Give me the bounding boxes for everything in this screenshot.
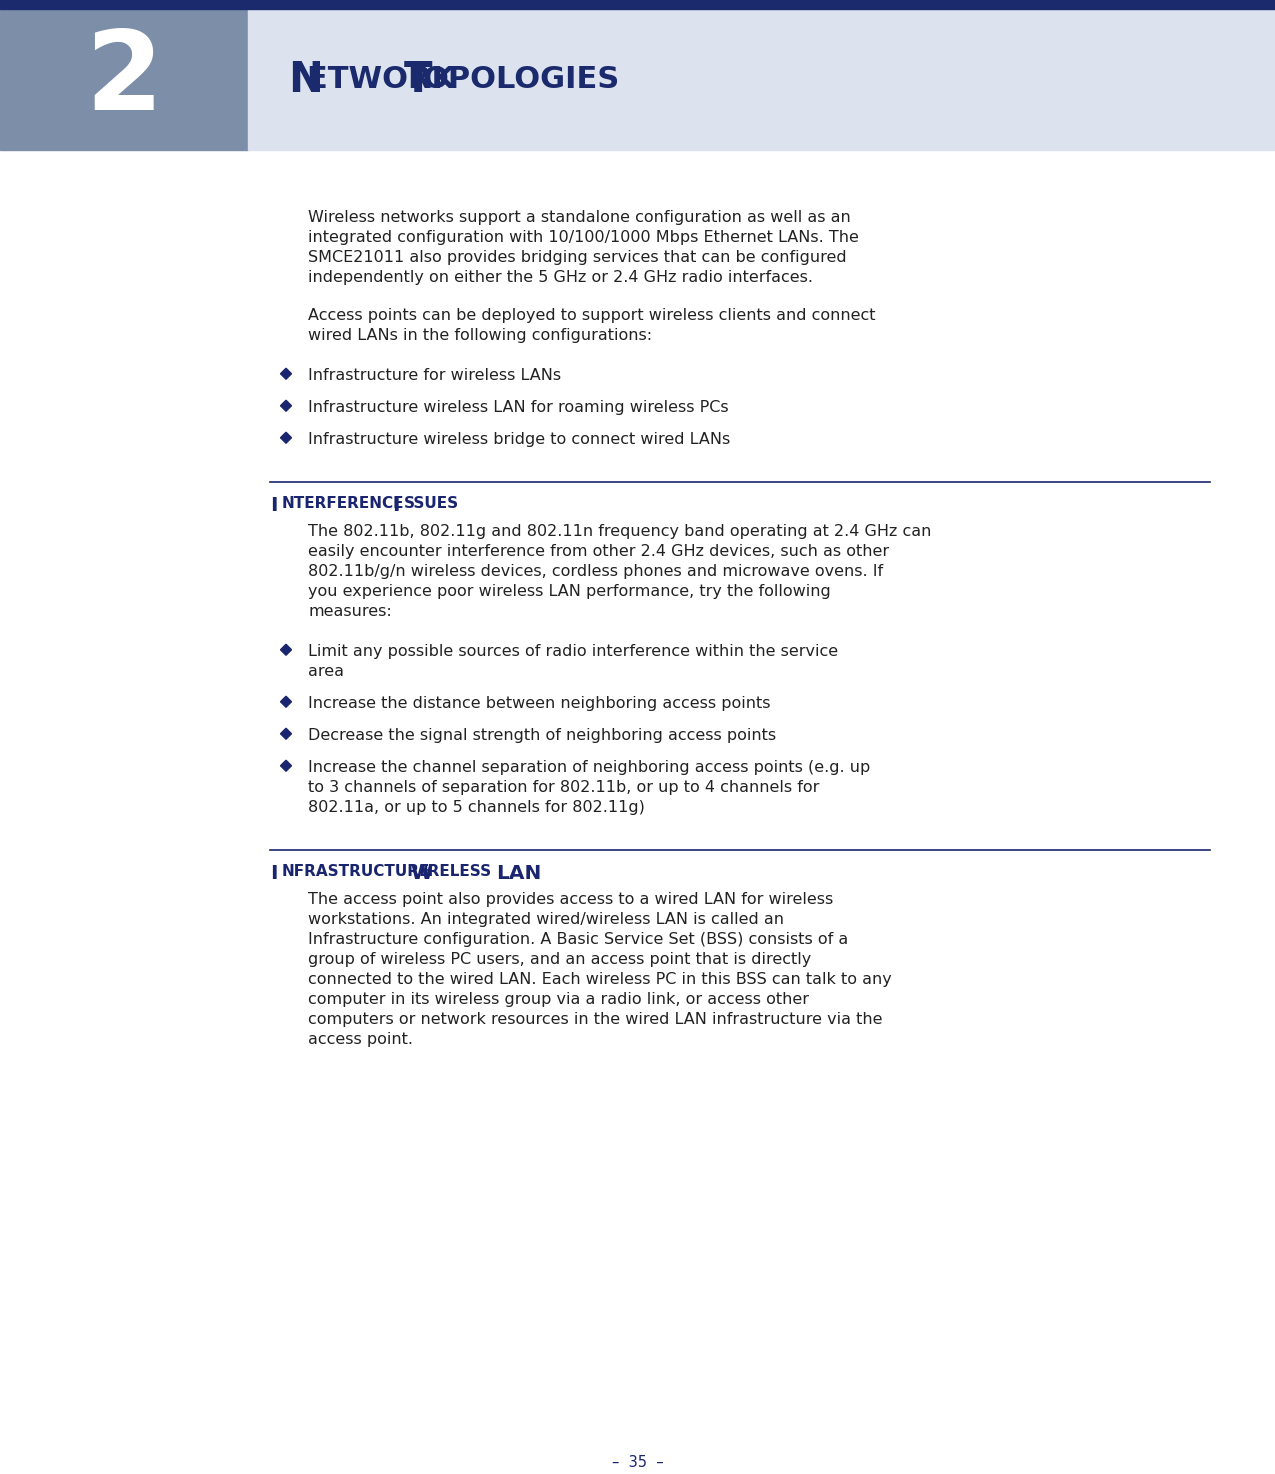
Bar — [249, 9, 1275, 150]
Text: to 3 channels of separation for 802.11b, or up to 4 channels for: to 3 channels of separation for 802.11b,… — [309, 780, 820, 794]
Text: you experience poor wireless LAN performance, try the following: you experience poor wireless LAN perform… — [309, 584, 831, 598]
Text: I: I — [393, 495, 399, 514]
Text: measures:: measures: — [309, 604, 391, 619]
Text: Infrastructure for wireless LANs: Infrastructure for wireless LANs — [309, 368, 561, 383]
Text: N: N — [288, 59, 323, 100]
Text: LAN: LAN — [496, 864, 541, 883]
Text: Infrastructure configuration. A Basic Service Set (BSS) consists of a: Infrastructure configuration. A Basic Se… — [309, 932, 848, 946]
Text: Decrease the signal strength of neighboring access points: Decrease the signal strength of neighbor… — [309, 728, 776, 743]
Polygon shape — [280, 644, 292, 656]
Text: I: I — [270, 864, 278, 883]
Text: W: W — [411, 864, 432, 883]
Text: SSUES: SSUES — [404, 495, 459, 511]
Polygon shape — [280, 761, 292, 771]
Text: computer in its wireless group via a radio link, or access other: computer in its wireless group via a rad… — [309, 992, 810, 1007]
Polygon shape — [280, 696, 292, 708]
Polygon shape — [280, 368, 292, 379]
Text: Limit any possible sources of radio interference within the service: Limit any possible sources of radio inte… — [309, 644, 838, 659]
Text: Infrastructure wireless LAN for roaming wireless PCs: Infrastructure wireless LAN for roaming … — [309, 399, 728, 416]
Text: –  35  –: – 35 – — [612, 1455, 663, 1470]
Polygon shape — [280, 432, 292, 444]
Bar — [0, 9, 249, 150]
Text: 802.11b/g/n wireless devices, cordless phones and microwave ovens. If: 802.11b/g/n wireless devices, cordless p… — [309, 565, 884, 579]
Text: NFRASTRUCTURE: NFRASTRUCTURE — [282, 864, 431, 879]
Bar — [0, 0, 1275, 9]
Text: The access point also provides access to a wired LAN for wireless: The access point also provides access to… — [309, 892, 834, 907]
Text: easily encounter interference from other 2.4 GHz devices, such as other: easily encounter interference from other… — [309, 544, 899, 559]
Polygon shape — [280, 401, 292, 411]
Text: wired LANs in the following configurations:: wired LANs in the following configuratio… — [309, 329, 652, 343]
Text: I: I — [270, 495, 278, 514]
Text: IRELESS: IRELESS — [422, 864, 492, 879]
Text: 802.11a, or up to 5 channels for 802.11g): 802.11a, or up to 5 channels for 802.11g… — [309, 800, 645, 815]
Text: connected to the wired LAN. Each wireless PC in this BSS can talk to any: connected to the wired LAN. Each wireles… — [309, 971, 891, 988]
Text: workstations. An integrated wired/wireless LAN is called an: workstations. An integrated wired/wirele… — [309, 912, 784, 927]
Polygon shape — [280, 728, 292, 740]
Text: access point.: access point. — [309, 1032, 413, 1047]
Text: Wireless networks support a standalone configuration as well as an: Wireless networks support a standalone c… — [309, 209, 850, 226]
Text: Infrastructure wireless bridge to connect wired LANs: Infrastructure wireless bridge to connec… — [309, 432, 731, 447]
Text: NTERFERENCE: NTERFERENCE — [282, 495, 404, 511]
Text: independently on either the 5 GHz or 2.4 GHz radio interfaces.: independently on either the 5 GHz or 2.4… — [309, 270, 813, 284]
Text: SMCE21011 also provides bridging services that can be configured: SMCE21011 also provides bridging service… — [309, 251, 847, 265]
Text: integrated configuration with 10/100/1000 Mbps Ethernet LANs. The: integrated configuration with 10/100/100… — [309, 230, 859, 245]
Text: group of wireless PC users, and an access point that is directly: group of wireless PC users, and an acces… — [309, 952, 811, 967]
Text: 2: 2 — [85, 27, 163, 133]
Text: Increase the channel separation of neighboring access points (e.g. up: Increase the channel separation of neigh… — [309, 761, 871, 775]
Text: ETWORK: ETWORK — [307, 65, 465, 94]
Text: Increase the distance between neighboring access points: Increase the distance between neighborin… — [309, 696, 770, 710]
Text: area: area — [309, 663, 344, 680]
Text: T: T — [404, 59, 432, 100]
Text: The 802.11b, 802.11g and 802.11n frequency band operating at 2.4 GHz can: The 802.11b, 802.11g and 802.11n frequen… — [309, 523, 931, 539]
Text: Access points can be deployed to support wireless clients and connect: Access points can be deployed to support… — [309, 308, 876, 323]
Text: computers or network resources in the wired LAN infrastructure via the: computers or network resources in the wi… — [309, 1013, 882, 1027]
Text: OPOLOGIES: OPOLOGIES — [423, 65, 620, 94]
